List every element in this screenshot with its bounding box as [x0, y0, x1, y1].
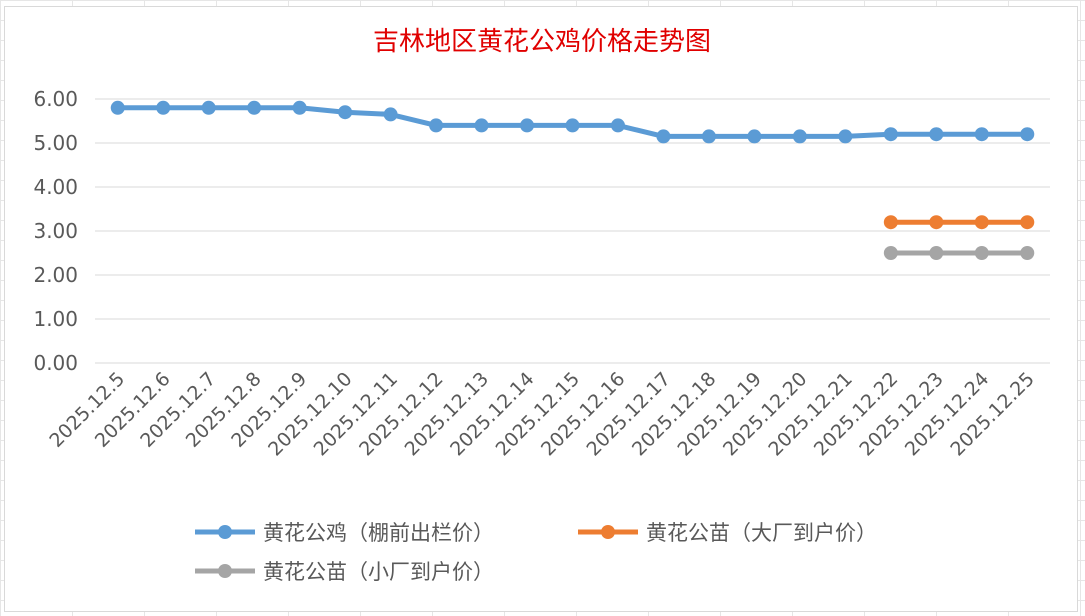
data-point: [1020, 246, 1035, 260]
legend-swatch-marker: [218, 564, 232, 578]
data-point: [610, 118, 625, 133]
y-tick-label: 4.00: [33, 175, 78, 199]
data-point: [929, 215, 944, 230]
y-tick-label: 0.00: [33, 351, 78, 375]
legend-item: 黄花公苗（大厂到户价）: [578, 521, 877, 545]
data-point: [792, 129, 807, 144]
data-point: [247, 100, 262, 115]
legend-item: 黄花公鸡（棚前出栏价）: [195, 521, 494, 545]
data-point: [110, 100, 125, 115]
data-point: [838, 129, 853, 144]
chart-title: 吉林地区黄花公鸡价格走势图: [373, 27, 711, 57]
data-point: [474, 118, 489, 133]
series-2: [883, 215, 1035, 230]
legend-item: 黄花公苗（小厂到户价）: [195, 560, 494, 584]
data-point: [383, 107, 398, 122]
y-tick-label: 6.00: [33, 87, 78, 111]
data-point: [520, 118, 535, 133]
legend: 黄花公鸡（棚前出栏价） 黄花公苗（大厂到户价） 黄花公苗（小厂到户价）: [195, 521, 877, 584]
data-point: [1020, 215, 1035, 230]
data-point: [929, 127, 944, 142]
data-point: [883, 246, 898, 260]
data-point: [565, 118, 580, 133]
data-point: [292, 100, 307, 115]
legend-swatch-marker: [601, 525, 615, 539]
data-point: [338, 105, 353, 120]
data-point: [974, 246, 989, 260]
legend-swatch-marker: [218, 525, 232, 539]
data-point: [974, 127, 989, 142]
data-point: [929, 246, 944, 260]
data-point: [974, 215, 989, 230]
x-axis-ticks: 2025.12.52025.12.62025.12.72025.12.82025…: [45, 368, 1038, 460]
y-tick-label: 5.00: [33, 131, 78, 155]
data-point: [883, 127, 898, 142]
series-lines: [110, 100, 1035, 260]
data-point: [156, 100, 171, 115]
y-axis-ticks: 0.00 1.00 2.00 3.00 4.00 5.00 6.00: [33, 87, 78, 375]
data-point: [201, 100, 216, 115]
legend-label: 黄花公苗（大厂到户价）: [646, 521, 877, 545]
data-point: [747, 129, 762, 144]
legend-label: 黄花公鸡（棚前出栏价）: [263, 521, 494, 545]
y-tick-label: 2.00: [33, 263, 78, 287]
series-3: [883, 246, 1035, 260]
data-point: [429, 118, 444, 133]
data-point: [656, 129, 671, 144]
gridlines: [95, 98, 1050, 364]
data-point: [701, 129, 716, 144]
y-tick-label: 3.00: [33, 219, 78, 243]
series-1: [110, 100, 1035, 144]
data-point: [1020, 127, 1035, 142]
legend-label: 黄花公苗（小厂到户价）: [263, 560, 494, 584]
y-tick-label: 1.00: [33, 307, 78, 331]
data-point: [883, 215, 898, 230]
